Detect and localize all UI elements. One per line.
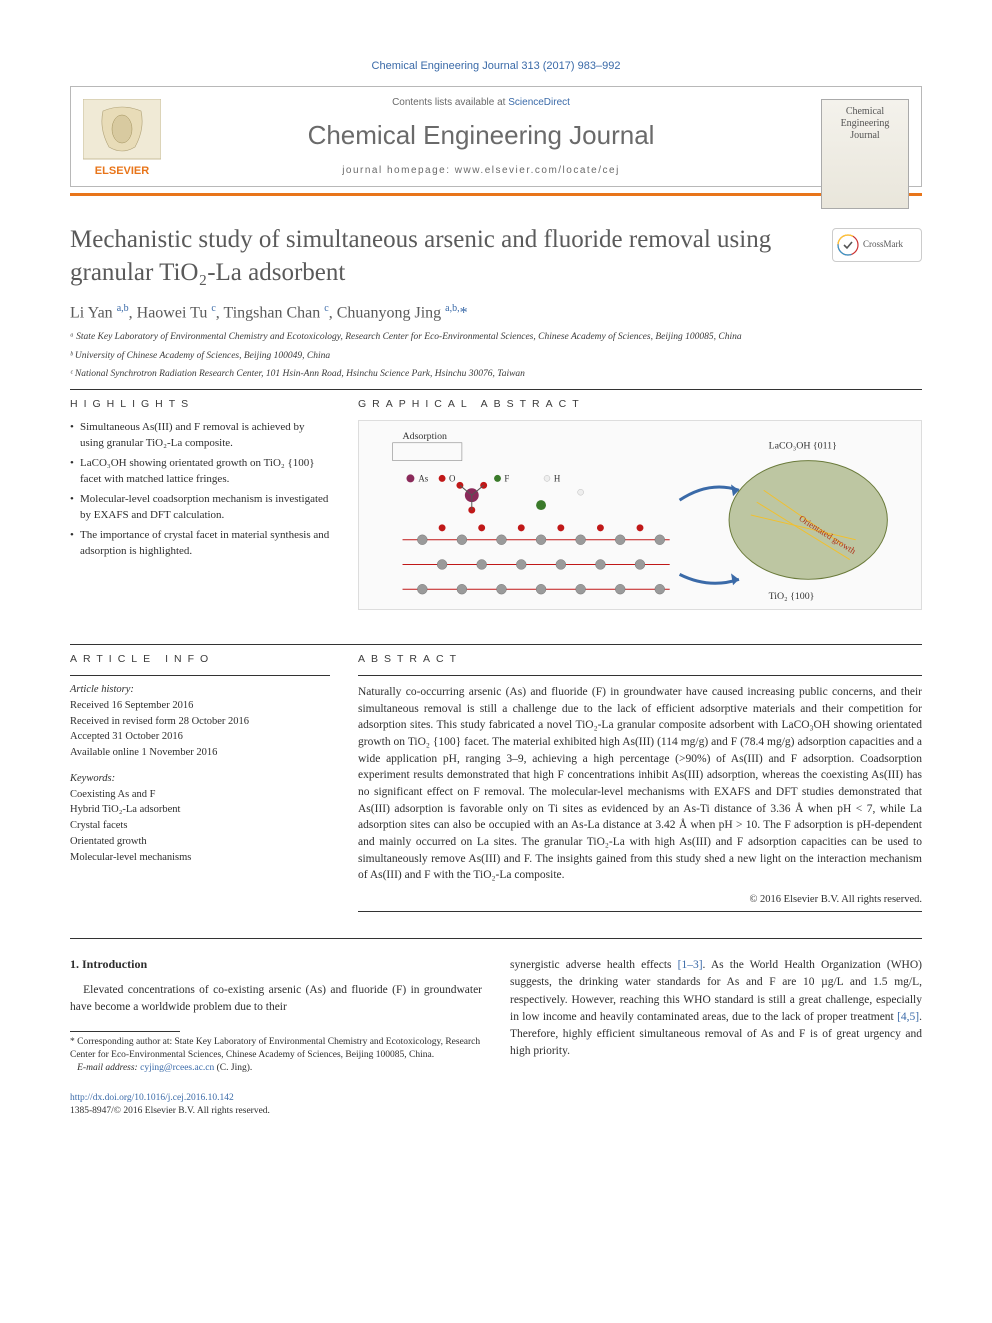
history-line: Available online 1 November 2016 [70,745,330,761]
authors-line: Li Yan a,b, Haowei Tu c, Tingshan Chan c… [70,303,922,322]
highlights-heading: HIGHLIGHTS [70,398,330,410]
info-abstract-row: ARTICLE INFO Article history: Received 1… [70,653,922,912]
abstract-text: Naturally co-occurring arsenic (As) and … [358,684,922,884]
highlight-item: LaCO₃OH showing orientated growth on TiO… [70,456,330,488]
corr-author-text: * Corresponding author at: State Key Lab… [70,1036,482,1063]
svg-text:O: O [449,473,456,483]
journal-name: Chemical Engineering Journal [181,120,781,151]
article-info-column: ARTICLE INFO Article history: Received 1… [70,653,330,912]
svg-text:ELSEVIER: ELSEVIER [95,165,149,177]
corr-email-link[interactable]: cyjing@rcees.ac.cn [140,1063,214,1073]
doi-block: http://dx.doi.org/10.1016/j.cej.2016.10.… [70,1092,482,1119]
intro-left-column: 1. Introduction Elevated concentrations … [70,957,482,1118]
svg-text:As: As [418,473,428,483]
keyword: Coexisting As and F [70,787,330,803]
rule-before-intro [70,938,922,939]
svg-text:F: F [504,473,509,483]
graphical-abstract-heading: GRAPHICAL ABSTRACT [358,398,922,410]
abstract-column: ABSTRACT Naturally co-occurring arsenic … [358,653,922,912]
contents-available-line: Contents lists available at ScienceDirec… [181,97,781,108]
article-title: Mechanistic study of simultaneous arseni… [70,224,922,289]
footnote-rule [70,1031,180,1032]
crossmark-label: CrossMark [863,239,903,251]
highlight-item: The importance of crystal facet in mater… [70,528,330,560]
keywords-label: Keywords: [70,771,330,787]
intro-heading: 1. Introduction [70,957,482,972]
history-line: Received in revised form 28 October 2016 [70,714,330,730]
affiliation-c: ᶜ National Synchrotron Radiation Researc… [70,367,922,381]
corr-email-line: E-mail address: cyjing@rcees.ac.cn (C. J… [70,1062,482,1075]
intro-columns: 1. Introduction Elevated concentrations … [70,957,922,1118]
graphical-abstract-figure: Adsorption [358,420,922,610]
ga-la-surface-label: LaCO₃OH {011} [769,441,837,452]
elsevier-logo: ELSEVIER [83,99,161,181]
affiliation-a: ᵃ State Key Laboratory of Environmental … [70,330,922,344]
keyword: Crystal facets [70,818,330,834]
highlight-item: Simultaneous As(III) and F removal is ac… [70,420,330,452]
abstract-rule-bottom [358,911,922,912]
ga-adsorption-label: Adsorption [403,431,448,442]
svg-text:H: H [554,473,561,483]
ga-ti-surface-label: TiO₂ {100} [769,591,815,602]
history-line: Accepted 31 October 2016 [70,729,330,745]
highlights-graphical-row: HIGHLIGHTS Simultaneous As(III) and F re… [70,398,922,630]
highlights-column: HIGHLIGHTS Simultaneous As(III) and F re… [70,398,330,630]
history-label: Article history: [70,682,330,698]
rule-after-highlights [70,644,922,645]
intro-right-column: synergistic adverse health effects [1–3]… [510,957,922,1118]
doi-link[interactable]: http://dx.doi.org/10.1016/j.cej.2016.10.… [70,1093,234,1103]
keyword: Hybrid TiO₂-La adsorbent [70,802,330,818]
graphical-abstract-column: GRAPHICAL ABSTRACT Adsorption [358,398,922,630]
crossmark-badge[interactable]: CrossMark [832,228,922,262]
crossmark-icon [837,234,859,256]
history-line: Received 16 September 2016 [70,698,330,714]
affiliation-b: ᵇ University of Chinese Academy of Scien… [70,349,922,363]
keyword: Molecular-level mechanisms [70,850,330,866]
abstract-rule-top [358,675,922,676]
rule-after-affiliations [70,389,922,390]
article-info-block: Article history: Received 16 September 2… [70,682,330,865]
issn-copyright: 1385-8947/© 2016 Elsevier B.V. All right… [70,1106,270,1116]
journal-header-box: ELSEVIER Chemical Engineering Journal Co… [70,86,922,187]
article-info-heading: ARTICLE INFO [70,653,330,665]
corresponding-author-footnote: * Corresponding author at: State Key Lab… [70,1036,482,1076]
page-container: Chemical Engineering Journal 313 (2017) … [0,0,992,1168]
orange-divider [70,193,922,196]
journal-cover-thumbnail: Chemical Engineering Journal [821,99,909,209]
highlights-list: Simultaneous As(III) and F removal is ac… [70,420,330,560]
intro-text-right: synergistic adverse health effects [1–3]… [510,957,922,1061]
journal-cover-title: Chemical Engineering Journal [841,106,890,141]
keyword: Orientated growth [70,834,330,850]
intro-text-left: Elevated concentrations of co-existing a… [70,982,482,1017]
citation-line: Chemical Engineering Journal 313 (2017) … [70,60,922,72]
highlight-item: Molecular-level coadsorption mechanism i… [70,492,330,524]
journal-homepage-line: journal homepage: www.elsevier.com/locat… [181,165,781,176]
sciencedirect-link[interactable]: ScienceDirect [508,97,570,108]
abstract-heading: ABSTRACT [358,653,922,665]
abstract-copyright: © 2016 Elsevier B.V. All rights reserved… [358,894,922,905]
article-info-rule [70,675,330,676]
